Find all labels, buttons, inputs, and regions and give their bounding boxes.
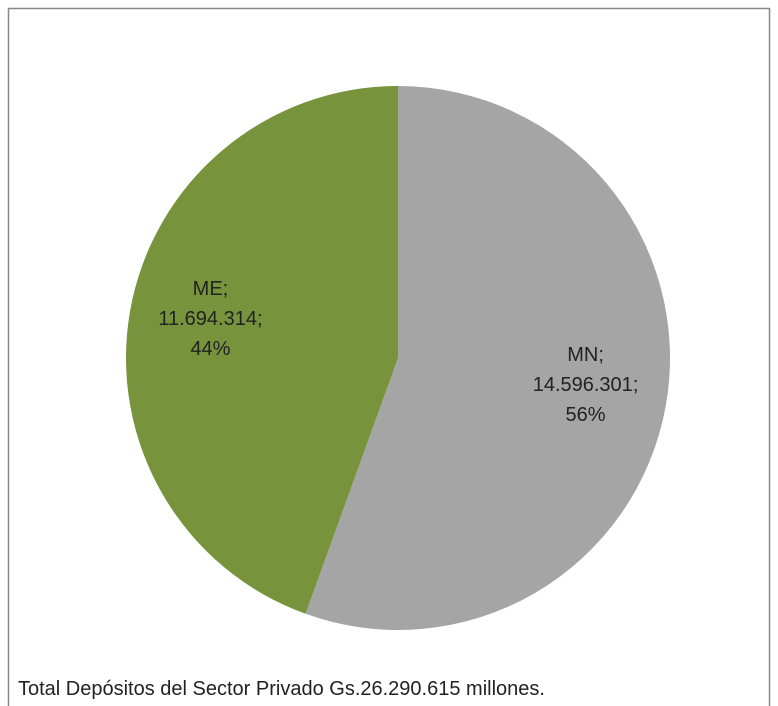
pie-slice <box>305 86 670 630</box>
separator: ; <box>598 344 604 366</box>
separator: ; <box>223 278 229 300</box>
pie-slice <box>125 85 399 614</box>
percent-label: 56% <box>566 404 606 426</box>
separator: ; <box>633 374 639 396</box>
separator: ; <box>257 308 263 330</box>
percent-label: 44% <box>190 338 230 360</box>
category-label: MN <box>567 344 598 366</box>
data-label: MN; 14.596.301; 56% <box>533 344 639 426</box>
caption: Total Depósitos del Sector Privado Gs.26… <box>18 678 545 700</box>
chart-frame <box>7 7 771 706</box>
value-label: 11.694.314 <box>158 308 257 330</box>
data-label: ME; 11.694.314; 44% <box>158 278 262 360</box>
value-label: 14.596.301 <box>533 374 633 396</box>
category-label: ME <box>193 278 223 300</box>
